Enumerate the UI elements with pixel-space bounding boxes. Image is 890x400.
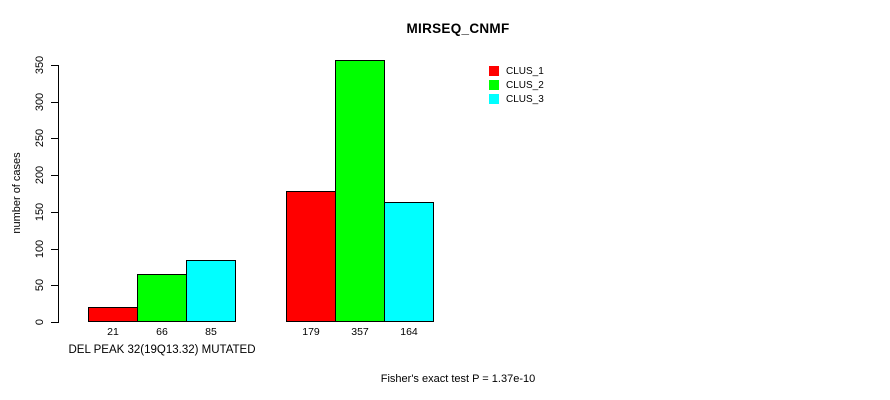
legend-item-clus_1: CLUS_1 (489, 64, 544, 78)
legend-swatch-icon (489, 94, 499, 104)
chart-title: MIRSEQ_CNMF (406, 21, 510, 36)
y-axis-tick (51, 138, 58, 139)
y-axis-tick-label: 300 (34, 92, 46, 112)
fisher-test-annotation: Fisher's exact test P = 1.37e-10 (380, 373, 536, 385)
legend: CLUS_1 CLUS_2 CLUS_3 (489, 64, 544, 106)
y-axis-tick-label: 350 (34, 55, 46, 75)
bar-clus_2-group2 (335, 60, 385, 322)
y-axis-tick (51, 322, 58, 323)
y-axis-tick (51, 102, 58, 103)
bar-clus_1-group2 (286, 191, 336, 322)
bar-value-label: 179 (302, 326, 320, 338)
y-axis-tick (51, 212, 58, 213)
legend-label: CLUS_2 (506, 79, 544, 91)
bar-clus_3-group1 (186, 260, 236, 322)
legend-swatch-icon (489, 80, 499, 90)
bar-value-label: 66 (156, 326, 168, 338)
y-axis-tick-label: 50 (34, 278, 46, 292)
y-axis-tick-label: 200 (34, 165, 46, 185)
bar-value-label: 21 (107, 326, 119, 338)
y-axis-tick (51, 65, 58, 66)
y-axis-tick-label: 0 (34, 318, 46, 326)
legend-item-clus_3: CLUS_3 (489, 92, 544, 106)
legend-label: CLUS_3 (506, 93, 544, 105)
y-axis-tick (51, 249, 58, 250)
y-axis-line (58, 65, 59, 323)
y-axis-tick-label: 250 (34, 128, 46, 148)
bar-value-label: 164 (400, 326, 418, 338)
y-axis-tick-label: 100 (34, 239, 46, 259)
y-axis-tick-label: 150 (34, 202, 46, 222)
y-axis-tick (51, 285, 58, 286)
bar-clus_2-group1 (137, 274, 187, 322)
legend-label: CLUS_1 (506, 65, 544, 77)
bar-value-label: 85 (205, 326, 217, 338)
bar-clus_1-group1 (88, 307, 138, 322)
legend-item-clus_2: CLUS_2 (489, 78, 544, 92)
bar-clus_3-group2 (384, 202, 434, 322)
legend-swatch-icon (489, 66, 499, 76)
bar-value-label: 357 (351, 326, 369, 338)
y-axis-tick (51, 175, 58, 176)
x-axis-group-label: DEL PEAK 32(19Q13.32) MUTATED (68, 344, 256, 356)
y-axis-title: number of cases (11, 152, 23, 234)
